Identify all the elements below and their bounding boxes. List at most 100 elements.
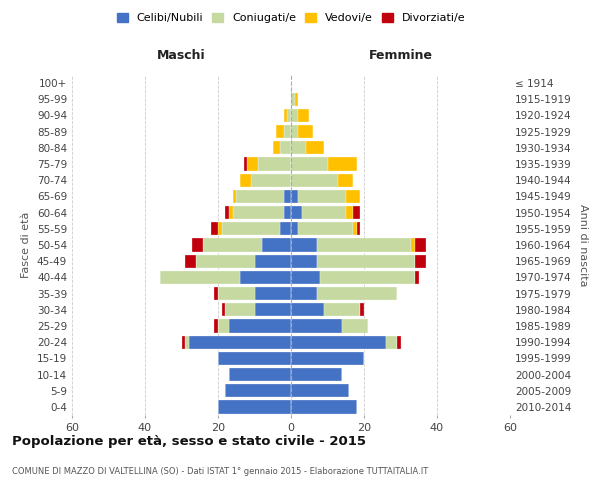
Bar: [356, 222, 361, 235]
Y-axis label: Anni di nascita: Anni di nascita: [578, 204, 588, 286]
Bar: [298, 190, 346, 203]
Bar: [240, 270, 291, 284]
Bar: [233, 190, 236, 203]
Bar: [240, 174, 251, 187]
Bar: [291, 352, 364, 365]
Bar: [291, 92, 295, 106]
Bar: [298, 109, 309, 122]
Bar: [229, 320, 291, 332]
Bar: [317, 287, 397, 300]
Bar: [203, 238, 262, 252]
Bar: [295, 92, 298, 106]
Bar: [291, 368, 342, 381]
Bar: [218, 287, 254, 300]
Bar: [291, 254, 317, 268]
Bar: [415, 254, 426, 268]
Bar: [181, 336, 185, 349]
Legend: Celibi/Nubili, Coniugati/e, Vedovi/e, Divorziati/e: Celibi/Nubili, Coniugati/e, Vedovi/e, Di…: [116, 12, 466, 24]
Bar: [229, 206, 233, 220]
Bar: [302, 206, 346, 220]
Bar: [218, 222, 221, 235]
Bar: [196, 254, 254, 268]
Bar: [291, 109, 298, 122]
Bar: [244, 158, 247, 170]
Bar: [317, 254, 415, 268]
Bar: [226, 303, 254, 316]
Bar: [320, 270, 415, 284]
Bar: [229, 368, 291, 381]
Bar: [317, 238, 412, 252]
Bar: [291, 190, 298, 203]
Bar: [254, 303, 291, 316]
Bar: [185, 336, 189, 349]
Bar: [291, 303, 324, 316]
Bar: [284, 109, 287, 122]
Bar: [280, 222, 291, 235]
Bar: [226, 206, 229, 220]
Bar: [361, 303, 364, 316]
Bar: [193, 238, 203, 252]
Bar: [291, 270, 320, 284]
Bar: [353, 222, 356, 235]
Bar: [251, 174, 291, 187]
Bar: [328, 158, 356, 170]
Bar: [291, 320, 342, 332]
Bar: [346, 206, 353, 220]
Bar: [291, 384, 349, 398]
Bar: [214, 320, 218, 332]
Bar: [291, 125, 298, 138]
Bar: [226, 384, 291, 398]
Bar: [291, 238, 317, 252]
Bar: [305, 141, 324, 154]
Bar: [221, 303, 226, 316]
Bar: [189, 336, 291, 349]
Bar: [291, 158, 328, 170]
Bar: [218, 352, 291, 365]
Bar: [291, 141, 305, 154]
Bar: [160, 270, 240, 284]
Text: Popolazione per età, sesso e stato civile - 2015: Popolazione per età, sesso e stato civil…: [12, 435, 366, 448]
Bar: [291, 400, 356, 413]
Bar: [415, 238, 426, 252]
Text: COMUNE DI MAZZO DI VALTELLINA (SO) - Dati ISTAT 1° gennaio 2015 - Elaborazione T: COMUNE DI MAZZO DI VALTELLINA (SO) - Dat…: [12, 468, 428, 476]
Bar: [346, 190, 361, 203]
Bar: [214, 287, 218, 300]
Bar: [218, 320, 229, 332]
Bar: [415, 270, 419, 284]
Bar: [291, 336, 386, 349]
Bar: [211, 222, 218, 235]
Bar: [353, 206, 361, 220]
Bar: [298, 125, 313, 138]
Y-axis label: Fasce di età: Fasce di età: [22, 212, 31, 278]
Bar: [218, 400, 291, 413]
Bar: [386, 336, 397, 349]
Bar: [284, 206, 291, 220]
Bar: [291, 287, 317, 300]
Bar: [291, 222, 298, 235]
Bar: [280, 141, 291, 154]
Bar: [291, 174, 338, 187]
Bar: [236, 190, 284, 203]
Bar: [262, 238, 291, 252]
Bar: [338, 174, 353, 187]
Bar: [247, 158, 258, 170]
Bar: [298, 222, 353, 235]
Bar: [221, 222, 280, 235]
Bar: [342, 320, 368, 332]
Bar: [258, 158, 291, 170]
Bar: [324, 303, 361, 316]
Bar: [284, 190, 291, 203]
Bar: [277, 125, 284, 138]
Bar: [284, 125, 291, 138]
Text: Maschi: Maschi: [157, 50, 206, 62]
Bar: [273, 141, 280, 154]
Bar: [254, 254, 291, 268]
Bar: [287, 109, 291, 122]
Bar: [412, 238, 415, 252]
Bar: [233, 206, 284, 220]
Bar: [185, 254, 196, 268]
Bar: [291, 206, 302, 220]
Bar: [254, 287, 291, 300]
Text: Femmine: Femmine: [368, 50, 433, 62]
Bar: [397, 336, 401, 349]
